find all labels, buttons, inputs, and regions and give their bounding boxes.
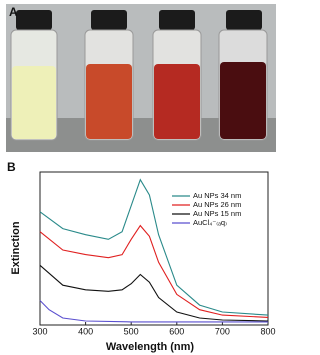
x-axis-title: Wavelength (nm) (106, 341, 195, 353)
legend-label: AuCl₄⁻₍ₐq₎ (193, 218, 227, 227)
series-line (39, 300, 268, 323)
legend-label: Au NPs 34 nm (193, 191, 241, 200)
panel-label: A (9, 5, 18, 19)
x-tick-label: 400 (78, 326, 93, 336)
x-tick-label: 500 (124, 326, 139, 336)
x-tick-label: 700 (215, 326, 230, 336)
figure: A B Wavelength (nm) Extinction 300 400 500… (6, 4, 276, 353)
y-axis-title: Extinction (10, 221, 22, 274)
vial (10, 10, 58, 141)
legend-label: Au NPs 15 nm (193, 209, 241, 218)
plot-frame (39, 171, 269, 326)
panel-label: B (7, 160, 16, 174)
x-tick-label: 600 (169, 326, 184, 336)
series-line (39, 178, 269, 316)
x-tick-label: 800 (260, 326, 275, 336)
vial (218, 10, 268, 141)
legend-label: Au NPs 26 nm (193, 200, 241, 209)
vial (84, 10, 134, 141)
vial (152, 10, 202, 141)
x-tick-label: 300 (32, 326, 47, 336)
photo: A (6, 4, 276, 152)
series-line (39, 264, 269, 322)
series-line (39, 224, 269, 318)
